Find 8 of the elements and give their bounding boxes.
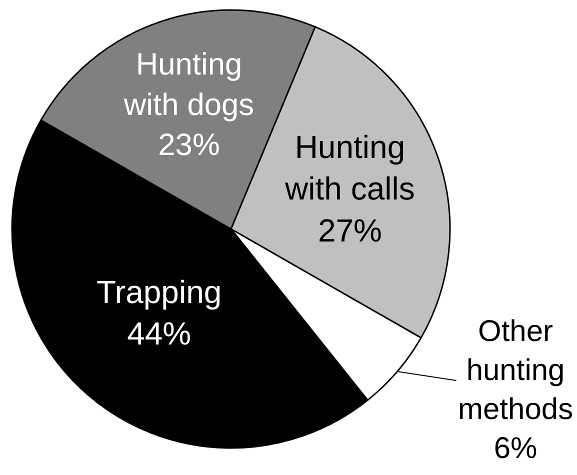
slice-label: Hunting with dogs: [122, 46, 254, 122]
data-label: 27%: [318, 212, 382, 248]
data-label: 44%: [127, 316, 192, 352]
slice-label: Hunting with calls: [284, 129, 415, 207]
data-label: 23%: [158, 126, 220, 162]
data-label: 6%: [494, 432, 538, 465]
slice-label: Trapping: [96, 274, 222, 310]
slice-label: Other hunting methods: [458, 315, 574, 426]
